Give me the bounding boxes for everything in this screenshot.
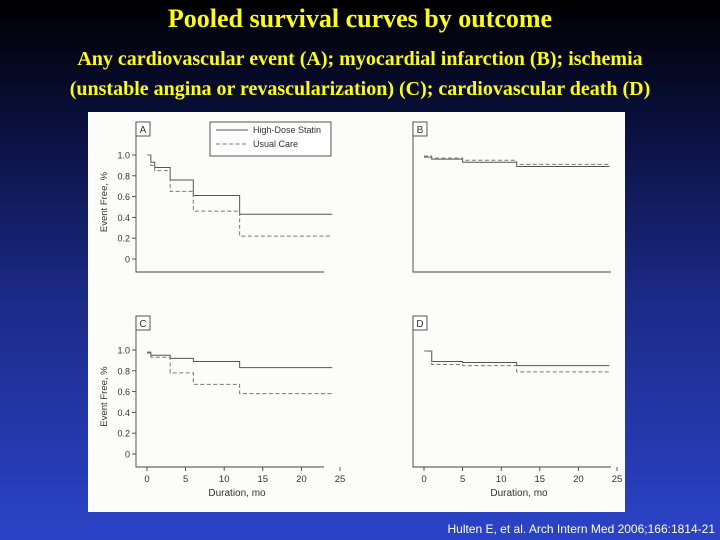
panel-c-ytick-label: 0.4 — [117, 408, 130, 418]
panel-b-series-usual-care — [424, 155, 610, 167]
panel-c-xlabel: Duration, mo — [208, 488, 266, 499]
panel-d-xtick-label: 0 — [421, 474, 426, 485]
legend-box — [209, 121, 332, 157]
subtitle-line-1: Any cardiovascular event (A); myocardial… — [77, 48, 643, 70]
panel-c-xtick-label: 15 — [258, 474, 269, 485]
panel-a: A 0 0.2 0.4 0.6 0.8 1.0 Event Free, % High-Dose … — [99, 121, 333, 273]
panel-a-ytick-label: 0.2 — [117, 234, 130, 244]
panel-b-axis-frame — [412, 122, 611, 273]
subtitle-line-2: (unstable angina or revascularization) (… — [69, 78, 651, 100]
panel-c-ytick-label: 1.0 — [117, 346, 130, 356]
panel-c-ytick-label: 0.8 — [117, 366, 130, 376]
citation: Hulten E, et al. Arch Intern Med 2006;16… — [447, 522, 715, 536]
survival-curves-figure: A 0 0.2 0.4 0.6 0.8 1.0 Event Free, % High-Dose … — [88, 112, 625, 512]
panel-c-xtick-label: 20 — [296, 474, 307, 485]
panel-d-xtick-label: 5 — [460, 474, 465, 485]
panel-d-label-box — [412, 315, 428, 331]
legend-label-high-dose: High-Dose Statin — [253, 125, 321, 135]
panel-d-series-high-dose-statin — [424, 350, 610, 367]
panel-c-axis-frame — [135, 316, 324, 468]
panel-d-xtick-label: 20 — [573, 474, 584, 485]
panel-c-label-box — [135, 315, 151, 331]
panel-a-label: A — [140, 125, 147, 136]
panel-c-series-usual-care — [147, 352, 333, 395]
panel-c-xtick-label: 0 — [144, 474, 149, 485]
panel-c-series-high-dose-statin — [147, 351, 333, 369]
panel-b: B — [412, 121, 611, 273]
panel-d: D 0 5 10 15 20 25 Duration, mo — [412, 315, 623, 499]
panel-d-label: D — [416, 319, 423, 330]
panel-a-legend: High-Dose Statin Usual Care — [209, 121, 332, 157]
panel-a-series-usual-care — [147, 154, 333, 237]
panel-d-series-usual-care — [424, 350, 610, 373]
panel-c-ytick-label: 0.2 — [117, 429, 130, 439]
panel-a-ylabel: Event Free, % — [99, 171, 110, 232]
panel-c-ytick-label: 0.6 — [117, 387, 130, 397]
legend-label-usual-care: Usual Care — [253, 139, 298, 149]
slide-title: Pooled survival curves by outcome — [167, 4, 553, 33]
panel-c-ylabel: Event Free, % — [99, 366, 110, 427]
panel-b-label: B — [417, 125, 424, 136]
panel-a-axis-frame — [135, 122, 324, 273]
panel-d-xlabel: Duration, mo — [490, 488, 548, 499]
panel-a-ytick-label: 1.0 — [117, 151, 130, 161]
panel-d-xtick-label: 15 — [535, 474, 546, 485]
panel-d-xtick-label: 25 — [612, 474, 623, 485]
panel-d-axis-frame — [412, 316, 611, 468]
slide-subtitle: Any cardiovascular event (A); myocardial… — [0, 44, 720, 104]
panel-a-series-high-dose-statin — [147, 154, 333, 215]
panel-d-xtick-label: 10 — [496, 474, 507, 485]
panel-c: C 0 0.2 0.4 0.6 0.8 1.0 Event Free, % 0 5 10 15 20 25… — [99, 315, 346, 499]
panel-c-xtick-label: 10 — [219, 474, 230, 485]
panel-b-label-box — [412, 121, 428, 137]
panel-c-label: C — [139, 319, 146, 330]
panel-a-ytick-label: 0 — [125, 255, 130, 265]
panel-c-xtick-label: 5 — [183, 474, 188, 485]
panel-a-ytick-label: 0.6 — [117, 192, 130, 202]
panel-a-label-box — [135, 121, 151, 137]
panel-c-xtick-label: 25 — [335, 474, 346, 485]
survival-curves-svg: A 0 0.2 0.4 0.6 0.8 1.0 Event Free, % High-Dose … — [99, 121, 623, 499]
panel-c-ytick-label: 0 — [125, 450, 130, 460]
panel-a-ytick-label: 0.8 — [117, 171, 130, 181]
panel-a-ytick-label: 0.4 — [117, 213, 130, 223]
